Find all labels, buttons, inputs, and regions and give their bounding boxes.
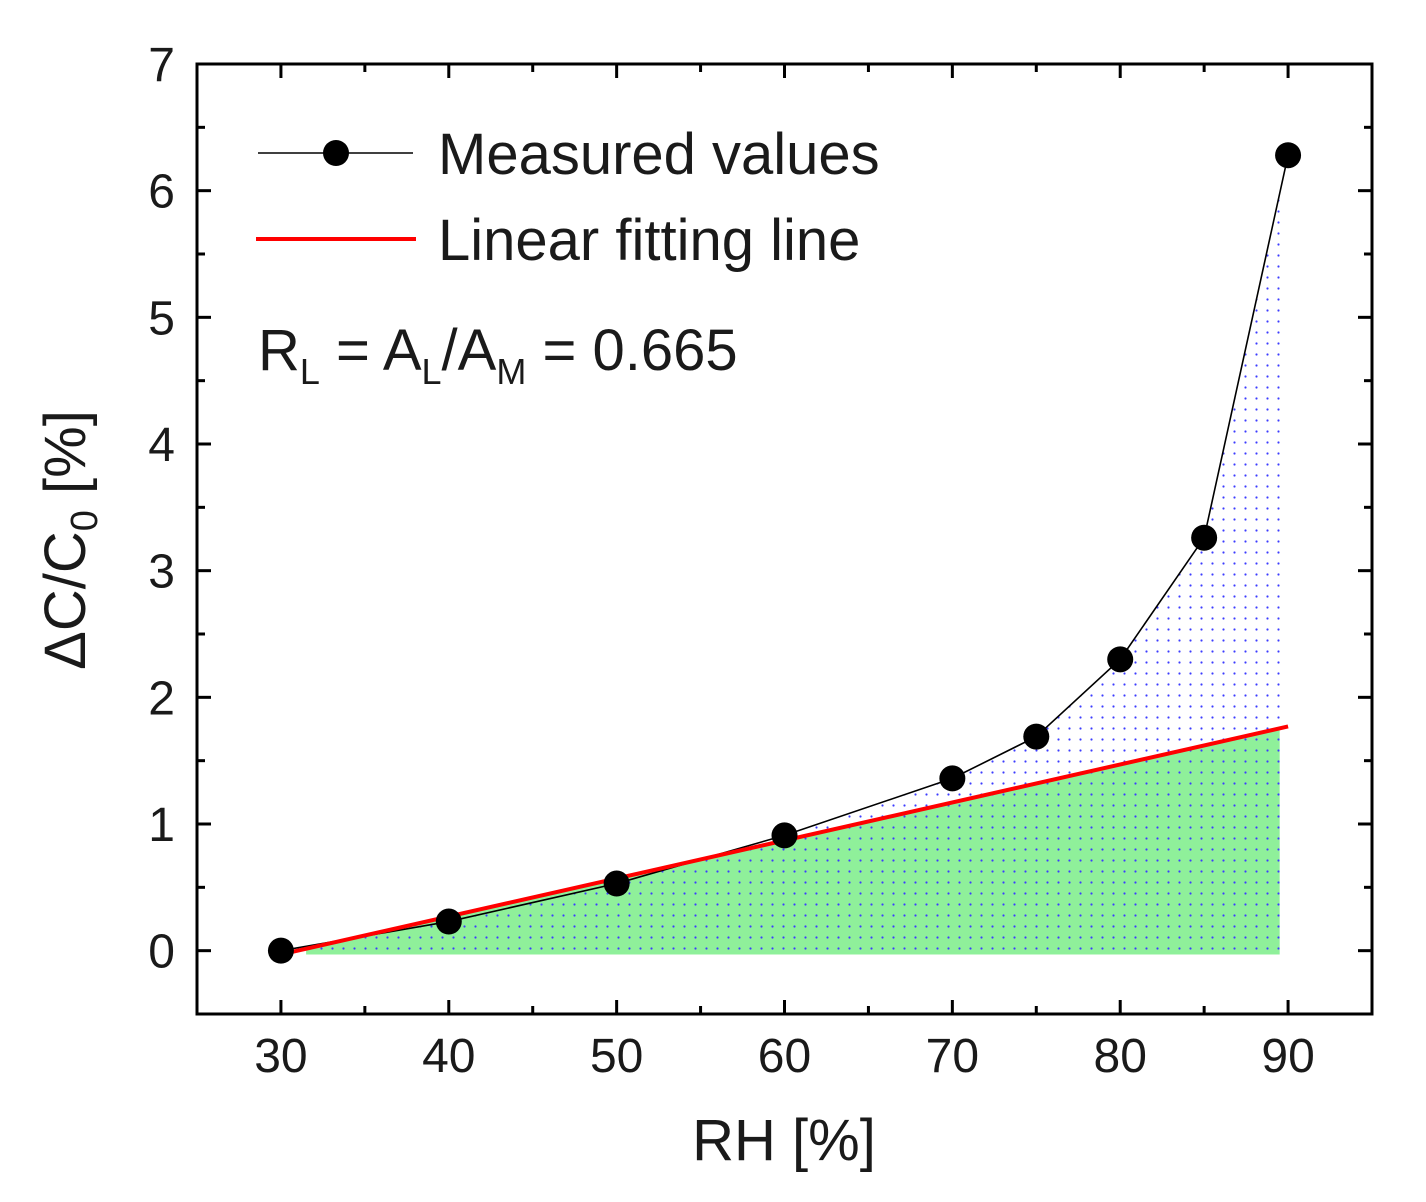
- legend-fit-label: Linear fitting line: [438, 208, 860, 273]
- measured-point: [1107, 646, 1134, 673]
- x-tick-label: 60: [758, 1030, 811, 1083]
- y-axis-title: ΔC/C0 [%]: [33, 410, 106, 670]
- ratio-equals-2: =: [526, 318, 592, 383]
- y-tick-labels: 0 1 2 3 4 5 6 7: [148, 39, 175, 979]
- ratio-a1-sub: L: [422, 351, 442, 392]
- x-tick-label: 90: [1261, 1030, 1314, 1083]
- y-tick-label: 3: [148, 546, 175, 599]
- measured-point: [267, 937, 294, 964]
- ratio-annotation: RL = AL/AM = 0.665: [258, 318, 738, 392]
- x-tick-label: 80: [1094, 1030, 1147, 1083]
- ratio-a2-sub: M: [496, 351, 526, 392]
- y-tick-label: 2: [148, 672, 175, 725]
- y-tick-label: 1: [148, 799, 175, 852]
- legend: Measured values Linear fitting line: [256, 122, 880, 273]
- measured-point: [1275, 142, 1302, 169]
- measured-area-dot-pattern: [306, 193, 1280, 955]
- y-tick-label: 6: [148, 166, 175, 219]
- measured-markers: [267, 142, 1302, 964]
- y-axis-title-sub: 0: [64, 510, 106, 531]
- ratio-a1: A: [383, 318, 422, 383]
- legend-measured-marker: [323, 140, 349, 166]
- y-tick-label: 5: [148, 292, 175, 345]
- ratio-value: 0.665: [592, 318, 737, 383]
- x-tick-label: 30: [254, 1030, 307, 1083]
- legend-measured-label: Measured values: [438, 122, 880, 187]
- ratio-a2: A: [458, 318, 497, 383]
- measured-point: [771, 822, 798, 849]
- measured-point: [435, 908, 462, 935]
- ratio-slash: /: [442, 318, 459, 383]
- axis-ticks: [197, 62, 1372, 1016]
- y-tick-label: 0: [148, 926, 175, 979]
- x-axis-title: RH [%]: [692, 1108, 876, 1173]
- measured-point: [1191, 524, 1218, 551]
- measured-point: [1023, 723, 1050, 750]
- ratio-prefix: R: [258, 318, 300, 383]
- x-tick-label: 70: [926, 1030, 979, 1083]
- ratio-prefix-sub: L: [300, 351, 320, 392]
- measured-point: [939, 765, 966, 792]
- y-axis-title-main: ΔC/C: [33, 531, 98, 670]
- y-tick-label: 7: [148, 39, 175, 92]
- y-tick-label: 4: [148, 419, 175, 472]
- y-axis-title-unit: [%]: [33, 410, 98, 510]
- ratio-equals-1: =: [320, 318, 383, 383]
- x-tick-labels: 30 40 50 60 70 80 90: [254, 1030, 1315, 1083]
- measured-point: [603, 870, 630, 897]
- x-tick-label: 40: [422, 1030, 475, 1083]
- x-tick-label: 50: [590, 1030, 643, 1083]
